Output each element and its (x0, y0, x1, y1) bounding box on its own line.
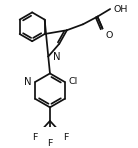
Text: Cl: Cl (68, 77, 77, 86)
Text: OH: OH (114, 5, 128, 14)
Text: O: O (105, 31, 112, 40)
Text: N: N (52, 52, 60, 62)
Text: F: F (32, 133, 37, 142)
Text: F: F (47, 139, 53, 148)
Text: F: F (63, 133, 68, 142)
Text: N: N (24, 77, 32, 87)
